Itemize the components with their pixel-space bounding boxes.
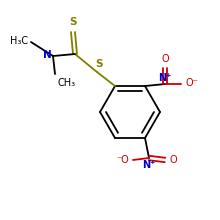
Text: N: N xyxy=(43,50,52,60)
Text: H₃C: H₃C xyxy=(10,36,28,46)
Text: CH₃: CH₃ xyxy=(57,78,75,88)
Text: ⁻O: ⁻O xyxy=(116,155,129,165)
Text: N⁺: N⁺ xyxy=(158,73,172,83)
Text: O⁻: O⁻ xyxy=(185,78,198,88)
Text: S: S xyxy=(69,17,77,27)
Text: O: O xyxy=(169,155,177,165)
Text: O: O xyxy=(161,54,169,64)
Text: N⁺: N⁺ xyxy=(142,160,156,170)
Text: S: S xyxy=(95,59,103,69)
